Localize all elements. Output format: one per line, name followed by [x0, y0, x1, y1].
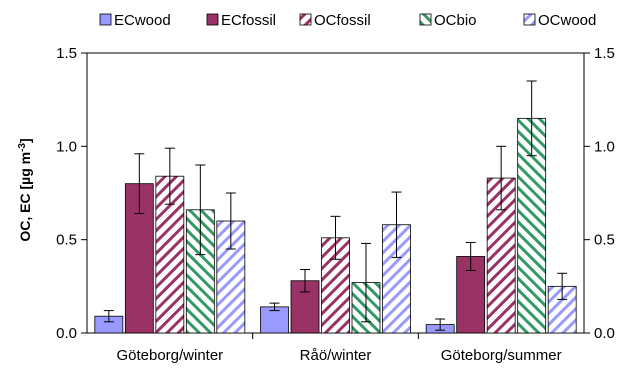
legend-label-ECfossil: ECfossil — [221, 12, 276, 29]
y-tick-label-left-3: 1.5 — [56, 45, 77, 62]
legend-item-ECfossil: ECfossil — [206, 12, 276, 29]
y-tick-label-left-1: 0.5 — [56, 232, 77, 249]
axis-ticks: 0.0 0.0 0.5 0.5 1.0 1.0 1.5 1.5 — [56, 45, 615, 342]
legend-label-ECwood: ECwood — [114, 12, 171, 29]
legend-label-OCwood: OCwood — [538, 12, 596, 29]
legend-swatch-OCfossil — [299, 13, 312, 26]
legend-label-OCfossil: OCfossil — [314, 12, 371, 29]
y-tick-label-right-2: 1.0 — [594, 138, 615, 155]
legend-swatch-OCwood — [523, 13, 536, 26]
legend-label-OCbio: OCbio — [434, 12, 477, 29]
x-tick-label-0: Göteborg/winter — [116, 347, 223, 364]
error-bar-OCfossil-0 — [164, 147, 175, 205]
x-tick-label-2: Göteborg/summer — [441, 347, 562, 364]
error-bar-OCwood-1 — [391, 191, 402, 258]
error-bar-OCbio-0 — [195, 164, 206, 256]
bar-OCwood-0 — [216, 220, 246, 334]
error-bar-OCfossil-1 — [330, 215, 341, 260]
bar-ECwood-1 — [260, 306, 289, 334]
error-bar-OCwood-0 — [225, 192, 236, 250]
error-bar-OCwood-2 — [557, 272, 568, 300]
y-tick-label-right-0: 0.0 — [594, 325, 615, 342]
x-tick-label-1: Råö/winter — [300, 347, 372, 364]
y-tick-label-right-3: 1.5 — [594, 45, 615, 62]
category-labels: Göteborg/winter Råö/winter Göteborg/summer — [116, 333, 562, 364]
y-tick-label-right-1: 0.5 — [594, 232, 615, 249]
legend-swatch-ECfossil — [206, 13, 219, 26]
error-bar-ECwood-2 — [435, 318, 446, 331]
y-tick-label-left-2: 1.0 — [56, 138, 77, 155]
legend-swatch-OCbio — [419, 13, 432, 26]
legend-item-OCfossil: OCfossil — [299, 12, 371, 29]
error-bar-ECfossil-0 — [134, 153, 145, 215]
legend-swatch-ECwood — [99, 13, 112, 26]
bars — [94, 80, 577, 334]
error-bar-ECfossil-2 — [465, 241, 476, 271]
legend-item-OCwood: OCwood — [523, 12, 596, 29]
legend-item-OCbio: OCbio — [419, 12, 477, 29]
error-bar-ECwood-0 — [103, 310, 114, 323]
y-axis-label: OC, EC [µg m-3] — [17, 138, 34, 241]
y-tick-label-left-0: 0.0 — [56, 325, 77, 342]
error-bar-ECfossil-1 — [300, 269, 310, 293]
legend-item-ECwood: ECwood — [99, 12, 171, 29]
error-bar-OCfossil-2 — [496, 145, 507, 211]
error-bar-ECwood-1 — [269, 302, 280, 312]
error-bar-OCbio-1 — [361, 242, 371, 323]
error-bar-OCbio-2 — [526, 80, 537, 157]
legend: ECwood ECfossil OCfossil OCbio OCwood — [99, 12, 596, 29]
